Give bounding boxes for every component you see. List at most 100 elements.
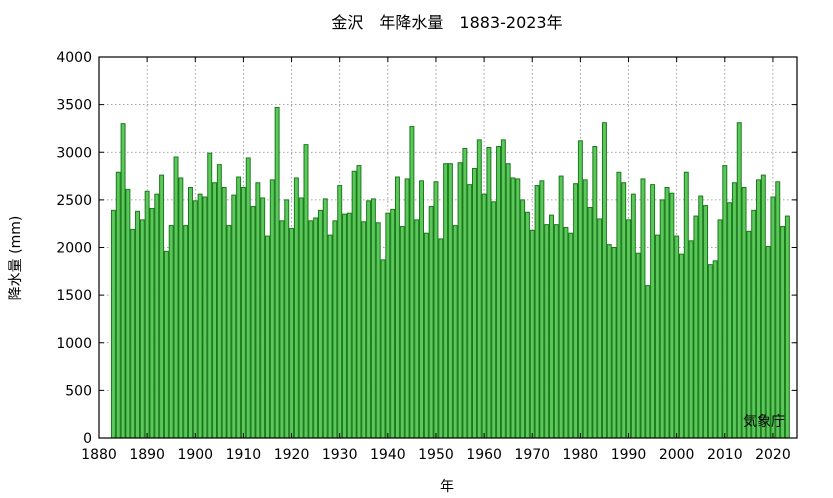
x-tick-label: 1950 <box>418 447 454 463</box>
bar-1976 <box>558 175 564 439</box>
bar-1972 <box>539 180 545 439</box>
bar-1968 <box>520 199 526 439</box>
bar-1943 <box>399 226 405 439</box>
bar-1950 <box>433 181 439 439</box>
bar-1934 <box>356 165 362 439</box>
bar-2011 <box>727 202 733 439</box>
bar-1945 <box>409 126 415 439</box>
bar-2005 <box>698 195 704 439</box>
bar-1958 <box>472 167 477 439</box>
bar-2008 <box>712 260 718 439</box>
bar-1944 <box>404 178 410 439</box>
bar-1932 <box>346 212 352 439</box>
y-tick-label: 3000 <box>56 145 92 161</box>
y-tick-label: 1000 <box>56 336 92 352</box>
bar-1923 <box>303 144 309 439</box>
bar-1922 <box>298 197 304 439</box>
bar-1886 <box>125 188 131 439</box>
bar-2007 <box>707 264 713 439</box>
credit-label: 気象庁 <box>743 414 785 430</box>
bar-1959 <box>476 139 482 439</box>
x-axis-ticks: 1880 1890 1900 1910 1920 1930 1940 1950 1960 1970… <box>81 57 791 463</box>
x-tick-label: 1880 <box>81 447 117 463</box>
bar-2010 <box>722 165 728 439</box>
bar-1935 <box>361 221 367 439</box>
bar-1969 <box>524 211 530 439</box>
bar-2020 <box>770 196 776 439</box>
bar-1902 <box>202 196 208 439</box>
bar-1949 <box>428 206 434 439</box>
bar-1977 <box>563 227 569 439</box>
x-tick-label: 1930 <box>322 447 358 463</box>
bar-1937 <box>370 198 376 439</box>
bar-2019 <box>765 246 771 439</box>
bar-1895 <box>168 225 174 439</box>
bar-2022 <box>780 226 786 439</box>
bar-2000 <box>674 235 680 439</box>
bar-1997 <box>659 199 665 439</box>
bar-1899 <box>187 186 193 439</box>
bar-1960 <box>481 193 487 439</box>
bar-1966 <box>510 177 516 439</box>
x-tick-label: 1960 <box>466 447 502 463</box>
x-tick-label: 2010 <box>707 447 743 463</box>
bar-1885 <box>120 123 126 439</box>
bar-1901 <box>197 193 203 439</box>
bar-1942 <box>394 176 400 439</box>
x-axis-label: 年 <box>440 479 454 495</box>
bar-1921 <box>293 177 299 439</box>
bar-2015 <box>746 230 752 439</box>
bar-1948 <box>423 232 429 439</box>
bar-2003 <box>688 240 694 439</box>
bar-1994 <box>645 285 651 439</box>
bar-1903 <box>207 152 213 439</box>
bar-1978 <box>568 232 574 439</box>
x-tick-label: 1890 <box>129 447 165 463</box>
x-tick-label: 1980 <box>563 447 599 463</box>
bar-2012 <box>731 182 737 439</box>
bar-2017 <box>756 179 761 439</box>
bar-1979 <box>573 183 579 439</box>
bar-1906 <box>221 186 227 439</box>
bar-1999 <box>669 192 675 439</box>
bar-1955 <box>457 162 463 439</box>
bar-1893 <box>159 174 165 439</box>
bar-1987 <box>611 247 617 439</box>
bar-1992 <box>635 252 641 439</box>
bar-1888 <box>135 210 140 439</box>
bar-2013 <box>736 122 742 439</box>
bar-1984 <box>597 218 603 439</box>
bar-1989 <box>621 182 627 439</box>
bar-2018 <box>760 174 766 439</box>
bar-1956 <box>462 147 468 439</box>
bar-1910 <box>240 186 246 439</box>
bar-1971 <box>534 185 540 439</box>
bar-1936 <box>366 200 372 439</box>
x-tick-label: 2000 <box>659 447 695 463</box>
bar-2016 <box>751 209 757 439</box>
bar-1883 <box>110 209 116 439</box>
bar-1993 <box>640 178 646 439</box>
bar-1898 <box>183 225 189 439</box>
bar-1954 <box>452 225 458 439</box>
bar-1967 <box>515 178 521 439</box>
bar-1952 <box>443 163 449 439</box>
bar-1908 <box>231 194 237 439</box>
bar-1924 <box>308 220 314 439</box>
bar-1929 <box>332 220 338 439</box>
bar-1889 <box>139 219 145 439</box>
bar-1957 <box>467 184 473 439</box>
bar-1983 <box>592 146 598 439</box>
bar-1928 <box>327 234 333 439</box>
bar-1996 <box>654 234 660 439</box>
bar-1980 <box>577 140 583 439</box>
bar-1887 <box>130 228 136 439</box>
bar-1988 <box>616 171 622 439</box>
bar-1916 <box>269 179 275 439</box>
bar-1940 <box>385 212 391 439</box>
bar-1918 <box>279 220 285 439</box>
bar-1925 <box>313 217 319 439</box>
bar-2001 <box>679 253 684 439</box>
bar-1986 <box>606 244 612 439</box>
